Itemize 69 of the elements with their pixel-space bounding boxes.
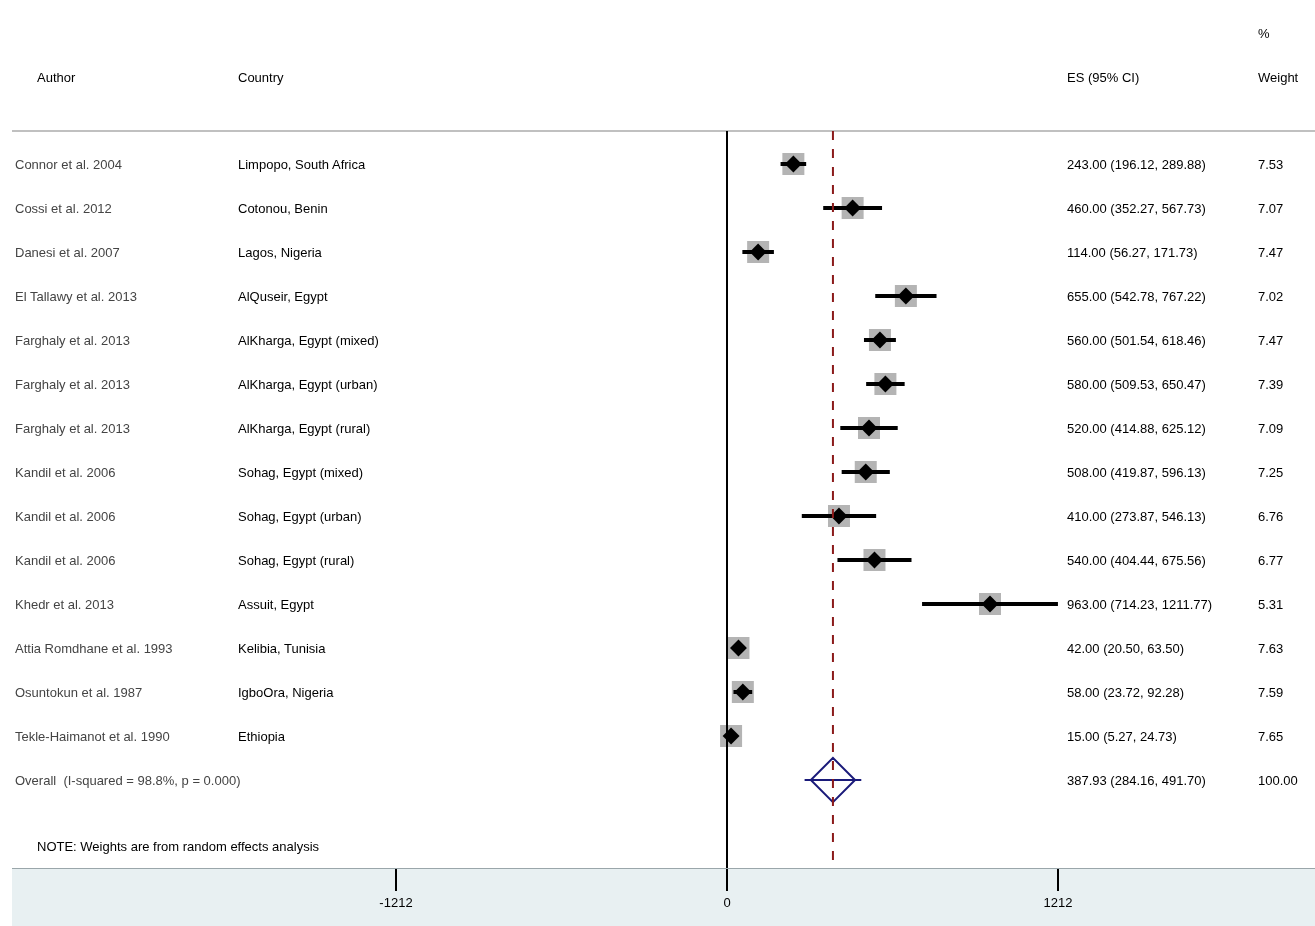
y-tick-label: Danesi et al. 2007: [15, 244, 120, 260]
annotation: 6.77: [1258, 553, 1284, 568]
annotation: 58.00 (23.72, 92.28): [1067, 685, 1185, 700]
x-tick-label: 1212: [1043, 894, 1073, 910]
point: [809, 756, 857, 804]
annotation: AlQuseir, Egypt: [238, 289, 328, 304]
text: NOTE: Weights are from random effects analysis: [37, 839, 320, 854]
y-tick-label: Farghaly et al. 2013: [15, 332, 130, 348]
y-tick-label: Connor et al. 2004: [15, 156, 122, 172]
annotation: 6.76: [1258, 509, 1284, 524]
annotation: AlKharga, Egypt (urban): [238, 377, 378, 392]
annotation: 520.00 (414.88, 625.12): [1067, 421, 1206, 436]
annotation: Ethiopia: [238, 729, 286, 744]
x-tick-label: 0: [723, 894, 731, 910]
annotation: 7.47: [1258, 333, 1284, 348]
annotation: Kelibia, Tunisia: [238, 641, 327, 656]
annotation: 7.65: [1258, 729, 1284, 744]
y-tick-label: Tekle-Haimanot et al. 1990: [15, 728, 170, 744]
x-tick-label: -1212: [379, 894, 413, 910]
annotation: 580.00 (509.53, 650.47): [1067, 377, 1206, 392]
annotation: Cotonou, Benin: [238, 201, 328, 216]
y-tick-label: Osuntokun et al. 1987: [15, 684, 143, 700]
annotation: Assuit, Egypt: [238, 597, 315, 612]
annotation: 560.00 (501.54, 618.46): [1067, 333, 1206, 348]
text: %: [1258, 26, 1270, 41]
y-tick-label: Kandil et al. 2006: [15, 508, 116, 524]
annotation: 15.00 (5.27, 24.73): [1067, 729, 1177, 744]
annotation: 7.39: [1258, 377, 1284, 392]
y-tick-label: Khedr et al. 2013: [15, 596, 115, 612]
text: Weight: [1258, 70, 1299, 85]
annotation: 100.00: [1258, 773, 1298, 788]
annotation: 508.00 (419.87, 596.13): [1067, 465, 1206, 480]
annotation: 7.09: [1258, 421, 1284, 436]
y-tick-label: Farghaly et al. 2013: [15, 420, 130, 436]
annotation: 540.00 (404.44, 675.56): [1067, 553, 1206, 568]
annotation: 243.00 (196.12, 289.88): [1067, 157, 1206, 172]
annotation: 7.63: [1258, 641, 1284, 656]
annotation: Sohag, Egypt (rural): [238, 553, 355, 568]
annotation: IgboOra, Nigeria: [238, 685, 335, 700]
annotation: 460.00 (352.27, 567.73): [1067, 201, 1206, 216]
y-tick-label: Overall (I-squared = 98.8%, p = 0.000): [15, 772, 241, 788]
annotation: 655.00 (542.78, 767.22): [1067, 289, 1206, 304]
annotation: 410.00 (273.87, 546.13): [1067, 509, 1206, 524]
annotation: 7.53: [1258, 157, 1284, 172]
annotation: 387.93 (284.16, 491.70): [1067, 773, 1206, 788]
annotation: 963.00 (714.23, 1211.77): [1067, 597, 1213, 612]
y-tick-label: El Tallawy et al. 2013: [15, 288, 137, 304]
annotation: 42.00 (20.50, 63.50): [1067, 641, 1185, 656]
y-tick-label: Farghaly et al. 2013: [15, 376, 130, 392]
annotation: 114.00 (56.27, 171.73): [1067, 245, 1198, 260]
annotation: Sohag, Egypt (urban): [238, 509, 362, 524]
text: Country: [238, 70, 285, 85]
y-tick-label: Cossi et al. 2012: [15, 200, 112, 216]
annotation: 7.47: [1258, 245, 1284, 260]
annotation: AlKharga, Egypt (mixed): [238, 333, 379, 348]
text: Author: [37, 70, 76, 85]
annotation: 7.02: [1258, 289, 1284, 304]
y-tick-label: Kandil et al. 2006: [15, 464, 116, 480]
annotation: Limpopo, South Africa: [238, 157, 366, 172]
y-tick-label: Kandil et al. 2006: [15, 552, 116, 568]
annotation: Sohag, Egypt (mixed): [238, 465, 364, 480]
text: ES (95% CI): [1067, 70, 1140, 85]
annotation: 7.07: [1258, 201, 1284, 216]
y-tick-label: Attia Romdhane et al. 1993: [15, 640, 173, 656]
annotation: 5.31: [1258, 597, 1284, 612]
annotation: 7.25: [1258, 465, 1284, 480]
annotation: 7.59: [1258, 685, 1284, 700]
annotation: Lagos, Nigeria: [238, 245, 323, 260]
annotation: AlKharga, Egypt (rural): [238, 421, 371, 436]
